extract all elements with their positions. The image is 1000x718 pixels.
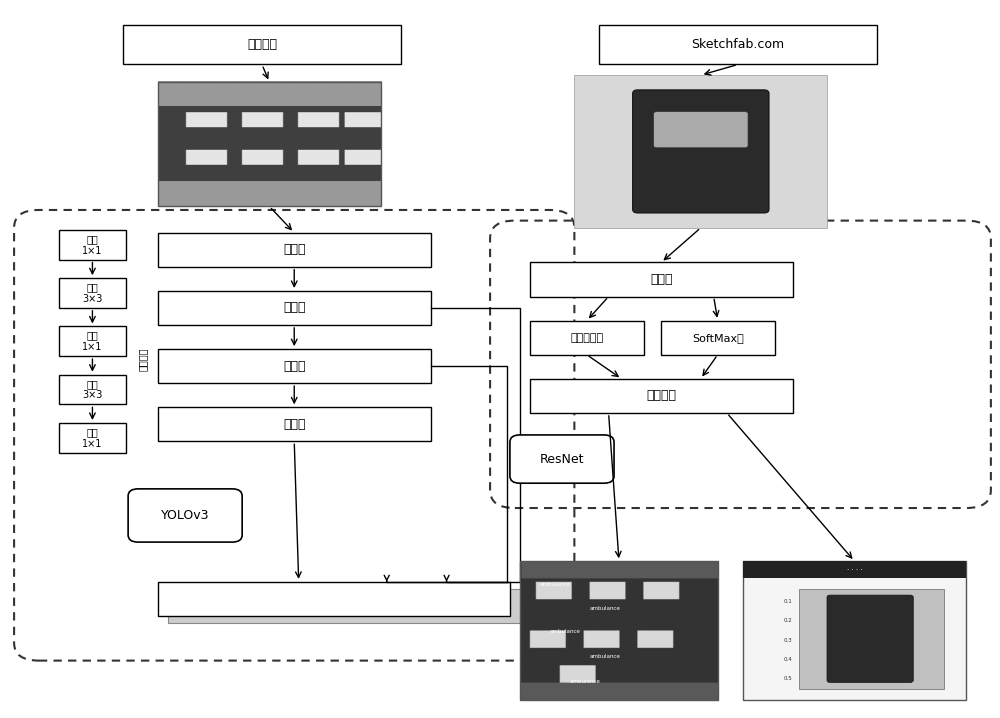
Text: 卷积
3×3: 卷积 3×3 — [82, 378, 103, 401]
Text: ambulance: ambulance — [550, 629, 580, 634]
Text: ambulance: ambulance — [589, 606, 620, 611]
Text: 0.2: 0.2 — [783, 618, 792, 623]
FancyBboxPatch shape — [799, 589, 944, 689]
FancyBboxPatch shape — [168, 589, 520, 623]
Text: 卷积层: 卷积层 — [650, 273, 672, 286]
FancyBboxPatch shape — [654, 111, 748, 148]
Text: ambulance: ambulance — [569, 679, 600, 684]
FancyBboxPatch shape — [530, 263, 793, 297]
Text: 谷歌地球: 谷歌地球 — [247, 39, 277, 52]
FancyBboxPatch shape — [158, 407, 431, 442]
Text: 卷积
1×1: 卷积 1×1 — [82, 234, 103, 256]
FancyBboxPatch shape — [128, 489, 242, 542]
Text: ResNet: ResNet — [540, 452, 584, 465]
FancyBboxPatch shape — [59, 278, 126, 308]
FancyBboxPatch shape — [510, 435, 614, 483]
FancyBboxPatch shape — [158, 291, 431, 325]
FancyBboxPatch shape — [574, 75, 827, 228]
FancyBboxPatch shape — [158, 582, 510, 616]
Text: 卷积集: 卷积集 — [283, 360, 305, 373]
Text: 卷积
3×3: 卷积 3×3 — [82, 282, 103, 304]
Text: 卷积
1×1: 卷积 1×1 — [82, 427, 103, 449]
FancyBboxPatch shape — [743, 561, 966, 578]
FancyBboxPatch shape — [633, 90, 769, 213]
Text: 全连接层: 全连接层 — [646, 389, 676, 402]
Text: 0.5: 0.5 — [783, 676, 792, 681]
FancyBboxPatch shape — [59, 327, 126, 356]
FancyBboxPatch shape — [530, 379, 793, 413]
FancyBboxPatch shape — [59, 375, 126, 404]
FancyBboxPatch shape — [59, 230, 126, 260]
Text: 卷积集: 卷积集 — [283, 302, 305, 314]
FancyBboxPatch shape — [123, 25, 401, 65]
Text: ambulance: ambulance — [540, 582, 571, 587]
Text: 平均池化层: 平均池化层 — [570, 332, 603, 342]
FancyBboxPatch shape — [158, 233, 431, 267]
FancyBboxPatch shape — [743, 561, 966, 699]
FancyBboxPatch shape — [661, 321, 775, 355]
FancyBboxPatch shape — [827, 595, 913, 682]
Text: · · · ·: · · · · — [847, 567, 862, 572]
FancyBboxPatch shape — [530, 321, 644, 355]
Text: YOLOv3: YOLOv3 — [161, 509, 209, 522]
Text: 0.1: 0.1 — [783, 599, 792, 604]
Text: SoftMax层: SoftMax层 — [692, 332, 744, 342]
Text: 0.3: 0.3 — [783, 638, 792, 643]
Text: 卷积
1×1: 卷积 1×1 — [82, 330, 103, 352]
FancyBboxPatch shape — [158, 349, 431, 383]
Text: ambulance: ambulance — [589, 654, 620, 659]
FancyBboxPatch shape — [599, 25, 877, 65]
Text: 0.4: 0.4 — [783, 657, 792, 662]
FancyBboxPatch shape — [59, 423, 126, 452]
Text: 卷积集: 卷积集 — [283, 418, 305, 431]
Text: 卷积层: 卷积层 — [283, 243, 305, 256]
Text: Sketchfab.com: Sketchfab.com — [691, 39, 785, 52]
Text: 连接模块: 连接模块 — [138, 348, 148, 370]
